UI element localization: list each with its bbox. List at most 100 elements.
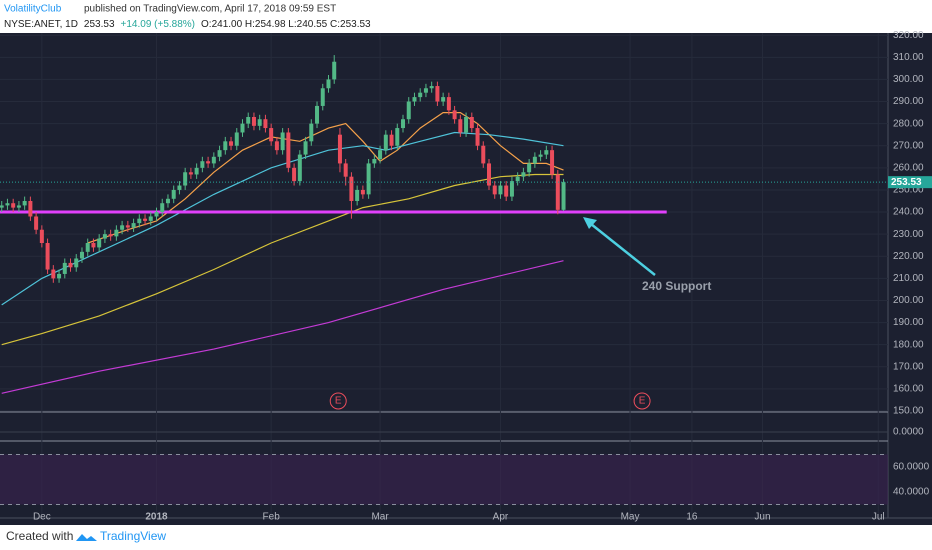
change: +14.09 (+5.88%) (121, 19, 196, 30)
candle-body (492, 185, 497, 195)
candle-body (57, 273, 62, 279)
candle-body (452, 110, 457, 120)
y-tick-label: 320.00 (893, 30, 924, 41)
candle-body (297, 154, 302, 182)
candle-body (108, 234, 113, 237)
candle-body (286, 132, 291, 168)
candle-body (177, 185, 182, 190)
candle-body (544, 150, 549, 155)
symbol-line: NYSE:ANET, 1D 253.53 +14.09 (+5.88%) O:241.… (4, 19, 371, 30)
candle-body (16, 205, 21, 208)
candle-body (160, 203, 165, 213)
candle-body (246, 117, 251, 124)
candle-body (360, 189, 365, 195)
candle-body (223, 141, 228, 151)
candle-body (251, 117, 256, 126)
candle-body (372, 159, 377, 164)
candle-body (114, 229, 119, 237)
candle-body (521, 172, 526, 177)
publisher[interactable]: VolatilityClub (4, 4, 62, 15)
moving-average (87, 112, 564, 244)
x-tick-label: May (621, 512, 640, 523)
candle-body (309, 123, 314, 142)
candle-body (418, 92, 423, 98)
moving-average (1, 131, 564, 306)
y-tick-label: 280.00 (893, 118, 924, 129)
candle-body (412, 97, 417, 102)
x-tick-label: Dec (33, 512, 51, 523)
moving-average (1, 173, 564, 346)
candle-body (148, 216, 153, 221)
candle-body (171, 189, 176, 199)
candle-body (378, 150, 383, 159)
candle-body (498, 185, 503, 195)
candle-body (401, 119, 406, 129)
candle-body (206, 161, 211, 164)
footer-bg (0, 525, 932, 550)
y-tick-label: 160.00 (893, 384, 924, 395)
candle-body (406, 101, 411, 120)
event-label: E (639, 396, 646, 407)
y-tick-label: 210.00 (893, 273, 924, 284)
candle-body (481, 145, 486, 164)
candle-body (441, 97, 446, 102)
candle-body (343, 163, 348, 177)
annotation-text: 240 Support (642, 279, 711, 293)
y-tick-label: 170.00 (893, 361, 924, 372)
footer-brand[interactable]: TradingView (100, 529, 166, 543)
rsi-tick-label: 40.0000 (893, 487, 930, 498)
candle-body (68, 262, 73, 268)
last-price-label: 253.53 (891, 177, 922, 188)
candle-body (274, 141, 279, 151)
candle-body (183, 172, 188, 186)
x-tick-label: Apr (493, 512, 509, 523)
price-axis-bg (888, 33, 932, 518)
candle-body (550, 150, 555, 175)
candle-body (0, 205, 4, 208)
y-tick-label: 240.00 (893, 207, 924, 218)
candle-body (326, 79, 331, 89)
x-tick-label: Jul (872, 512, 885, 523)
candle-body (320, 88, 325, 106)
candle-body (45, 243, 50, 270)
candle-body (102, 234, 107, 239)
candle-body (389, 134, 394, 146)
candle-body (303, 141, 308, 155)
y-tick-label: 150.00 (893, 406, 924, 417)
candle-body (538, 154, 543, 157)
candle-body (475, 128, 480, 146)
event-marker (633, 392, 651, 410)
candle-body (337, 134, 342, 164)
candle-body (458, 119, 463, 133)
y-tick-label: 290.00 (893, 96, 924, 107)
event-marker (329, 392, 347, 410)
y-tick-label: 250.00 (893, 185, 924, 196)
y-tick-label: 300.00 (893, 74, 924, 85)
rsi-tick-label: 60.0000 (893, 462, 930, 473)
footer-logo (76, 534, 97, 541)
event-label: E (335, 396, 342, 407)
y-tick-label: 180.00 (893, 339, 924, 350)
candle-body (464, 117, 469, 133)
ohlc: O:241.00 H:254.98 L:240.55 C:253.53 (201, 19, 371, 30)
candle-body (315, 105, 320, 124)
candle-body (217, 150, 222, 157)
candle-body (120, 225, 125, 230)
candle-body (79, 251, 84, 259)
candle-body (211, 156, 216, 164)
candle-body (487, 163, 492, 186)
candle-body (355, 189, 360, 201)
annotation-arrow (585, 219, 656, 276)
annotation-arrowhead (583, 217, 597, 229)
candle-body (154, 212, 159, 217)
y-tick-label: 270.00 (893, 140, 924, 151)
candle-body (91, 243, 96, 248)
candle-body (22, 201, 27, 206)
candle-body (515, 176, 520, 182)
candle-body (383, 134, 388, 151)
candle-body (504, 185, 509, 197)
y-tick-label: 310.00 (893, 52, 924, 63)
candle-body (137, 218, 142, 224)
y-tick-label: 220.00 (893, 251, 924, 262)
